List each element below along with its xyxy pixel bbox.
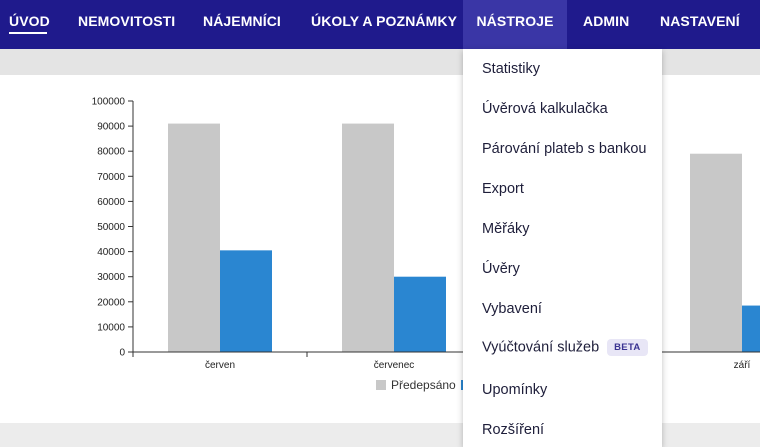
y-tick-label: 100000: [92, 97, 126, 108]
bar-series-0: [690, 153, 742, 352]
nav-active-underline: [9, 32, 47, 34]
y-tick-label: 70000: [97, 172, 125, 183]
y-tick-label: 60000: [97, 197, 125, 208]
beta-badge: BETA: [607, 339, 648, 356]
y-axis: 0 10000 20000 30000 40000 50000 60000 70000 8000…: [92, 97, 134, 359]
x-axis: červen červenec září: [132, 351, 760, 371]
y-tick-label: 30000: [97, 272, 125, 283]
y-tick-label: 10000: [97, 322, 125, 333]
bar-series-0: [168, 123, 220, 352]
menu-item-export[interactable]: Export: [482, 181, 524, 197]
nav-admin[interactable]: ADMIN: [583, 13, 630, 29]
y-tick-label: 80000: [97, 147, 125, 158]
menu-item-vyuctovani-label: Vyúčtování služeb: [482, 339, 600, 356]
menu-item-meraky[interactable]: Měřáky: [482, 221, 530, 237]
chart-legend: Předepsáno: [376, 378, 471, 392]
menu-item-statistiky[interactable]: Statistiky: [482, 61, 541, 77]
nav-ukoly-a-poznamky[interactable]: ÚKOLY A POZNÁMKY: [311, 13, 458, 29]
legend-label-predepsano[interactable]: Předepsáno: [391, 378, 456, 392]
y-tick-label: 0: [119, 348, 125, 359]
nav-uvod[interactable]: ÚVOD: [9, 13, 50, 29]
bar-series-1: [220, 250, 272, 352]
menu-item-upominky[interactable]: Upomínky: [482, 382, 548, 398]
y-tick-label: 90000: [97, 122, 125, 133]
menu-item-uvery[interactable]: Úvěry: [482, 261, 520, 277]
x-tick-label: září: [734, 360, 751, 371]
menu-item-rozsireni[interactable]: Rozšíření: [482, 422, 545, 438]
top-navigation: ÚVOD NEMOVITOSTI NÁJEMNÍCI ÚKOLY A POZNÁ…: [0, 0, 760, 49]
bars-group: [168, 123, 760, 352]
y-tick-label: 40000: [97, 247, 125, 258]
legend-swatch-predepsano[interactable]: [376, 380, 386, 390]
nav-nemovitosti[interactable]: NEMOVITOSTI: [78, 13, 176, 29]
x-tick-label: červen: [205, 360, 235, 371]
nav-nastroje[interactable]: NÁSTROJE: [463, 0, 567, 49]
bar-series-1: [394, 276, 446, 352]
nastroje-dropdown-menu: Statistiky Úvěrová kalkulačka Párování p…: [463, 49, 662, 447]
menu-item-uverova-kalkulacka[interactable]: Úvěrová kalkulačka: [482, 101, 608, 117]
bar-chart: 0 10000 20000 30000 40000 50000 60000 70000 8000…: [92, 97, 760, 392]
menu-item-vybaveni[interactable]: Vybavení: [482, 301, 542, 317]
bar-series-0: [342, 123, 394, 352]
nav-najemnici[interactable]: NÁJEMNÍCI: [203, 13, 281, 29]
y-tick-label: 50000: [97, 222, 125, 233]
x-tick-label: červenec: [374, 360, 415, 371]
bar-series-1: [742, 305, 760, 352]
menu-item-parovani-plateb[interactable]: Párování plateb s bankou: [482, 141, 647, 157]
menu-item-vyuctovani-sluzeb[interactable]: Vyúčtování služeb BETA: [482, 339, 648, 356]
nav-nastaveni[interactable]: NASTAVENÍ: [660, 13, 740, 29]
y-tick-label: 20000: [97, 297, 125, 308]
